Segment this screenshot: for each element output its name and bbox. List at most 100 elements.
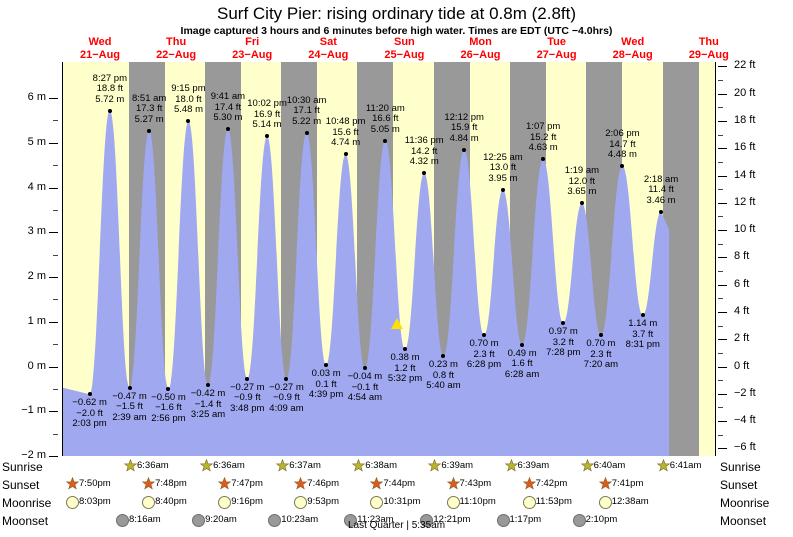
tick-minor xyxy=(718,325,723,327)
high-tide-13-line-0: 2:06 pm xyxy=(605,128,640,140)
low-tide-7-line-0: −0.04 m xyxy=(347,371,383,383)
high-tide-3: 9:41 am 17.4 ft 5.30 m xyxy=(194,92,262,124)
low-tide-1-dot xyxy=(127,385,132,390)
high-tide-5-line-2: 5.22 m xyxy=(292,115,322,127)
sunrise-time-5: 6:39am xyxy=(517,460,550,471)
low-tide-11: 0.49 m 1.6 ft 6:28 am xyxy=(488,348,556,381)
day-date: 23−Aug xyxy=(232,49,273,61)
high-tide-4-line-1: 16.9 ft xyxy=(253,108,281,120)
tick-major xyxy=(49,411,58,413)
low-tide-9-line-2: 5:40 am xyxy=(426,380,461,392)
day-of-week: Sun xyxy=(394,36,415,48)
low-tide-6-line-0: 0.03 m xyxy=(311,368,341,380)
low-tide-4: −0.27 m −0.9 ft 3:48 pm xyxy=(213,381,281,415)
day-header-2: Fri 23−Aug xyxy=(214,36,290,62)
tick-major xyxy=(718,284,727,286)
ft-tick-label-10: 2 ft xyxy=(734,332,750,345)
moonset-time-0: 8:16am xyxy=(129,514,161,525)
high-tide-7-dot xyxy=(383,138,388,143)
low-tide-5: −0.27 m −0.9 ft 4:09 am xyxy=(252,381,320,415)
high-tide-6: 10:48 pm 15.6 ft 4.74 m xyxy=(312,117,380,149)
low-tide-14: 1.14 m 3.7 ft 8:31 pm xyxy=(609,319,677,351)
day-header-8: Thu 29−Aug xyxy=(671,36,747,62)
high-tide-5-line-0: 10:30 am xyxy=(286,94,327,106)
high-tide-11-line-0: 1:07 pm xyxy=(526,121,561,133)
tick-major xyxy=(718,175,727,177)
tick-major xyxy=(718,257,727,259)
low-tide-12: 0.97 m 3.2 ft 7:28 pm xyxy=(529,326,597,359)
moonset-time-3: 11:23am xyxy=(357,514,394,525)
high-tide-0-line-2: 5.72 m xyxy=(95,93,125,105)
low-tide-6-dot xyxy=(324,363,329,368)
moonrise-icon xyxy=(218,496,232,509)
tick-major xyxy=(718,148,727,150)
day-header-1: Thu 22−Aug xyxy=(138,36,214,62)
high-tide-6-line-1: 15.6 ft xyxy=(332,126,359,138)
moonrise-icon xyxy=(370,496,384,509)
chart-subtitle: Image captured 3 hours and 6 minutes bef… xyxy=(180,25,613,37)
low-tide-13-line-0: 0.70 m xyxy=(586,338,616,350)
tick-minor xyxy=(53,299,58,301)
high-tide-10: 12:25 am 13.0 ft 3.95 m xyxy=(469,152,537,185)
astronomy-rows: Sunrise Sunset Moonrise Moonset Sunrise … xyxy=(0,458,793,537)
sunrise-star-icon xyxy=(504,458,518,472)
moonset-time-2: 10:23am xyxy=(281,514,319,525)
day-of-week: Wed xyxy=(88,36,112,48)
y-axis-meters: 6 m 5 m 4 m 3 m 2 m 1 m 0 m −1 m −2 m xyxy=(0,62,62,461)
low-tide-8-line-2: 5:32 pm xyxy=(387,373,423,385)
sunset-time-3: 7:46pm xyxy=(307,478,339,489)
tick-major xyxy=(718,366,727,368)
moonset-time-6: 2:10pm xyxy=(585,514,618,525)
high-tide-6-line-0: 10:48 pm xyxy=(325,116,366,128)
low-tide-1-line-2: 2:39 am xyxy=(112,411,147,423)
high-tide-7-line-1: 16.6 ft xyxy=(372,113,399,124)
high-tide-8-line-2: 4.32 m xyxy=(409,156,439,168)
tick-minor xyxy=(718,107,723,109)
sunset-time-1: 7:48pm xyxy=(155,478,187,489)
high-tide-1-line-0: 8:51 am xyxy=(131,92,167,104)
low-tide-3-line-1: −1.4 ft xyxy=(194,398,222,410)
sunset-star-icon xyxy=(65,476,80,490)
low-tide-7: −0.04 m −0.1 ft 4:54 am xyxy=(331,372,399,404)
tick-minor xyxy=(718,298,723,300)
high-tide-4: 10:02 pm 16.9 ft 5.14 m xyxy=(233,99,301,131)
low-tide-4-line-0: −0.27 m xyxy=(230,381,265,393)
low-tide-10: 0.70 m 2.3 ft 6:28 pm xyxy=(450,338,518,371)
tick-minor xyxy=(718,216,723,218)
tick-major xyxy=(49,232,58,234)
moonrise-time-0: 8:03pm xyxy=(79,496,111,507)
day-date: 24−Aug xyxy=(308,49,349,61)
high-tide-12-line-1: 12.0 ft xyxy=(568,175,596,187)
low-tide-10-line-1: 2.3 ft xyxy=(473,348,495,360)
day-date: 22−Aug xyxy=(156,49,197,61)
high-tide-1-line-1: 17.3 ft xyxy=(135,103,163,115)
high-tide-2-line-2: 5.48 m xyxy=(173,104,203,116)
low-tide-6-line-1: 0.1 ft xyxy=(315,378,337,390)
moonrise-label-right: Moonrise xyxy=(720,496,770,510)
high-tide-10-line-2: 3.95 m xyxy=(488,172,518,184)
low-tide-0-dot xyxy=(87,392,92,397)
high-tide-3-dot xyxy=(225,127,230,132)
high-tide-8: 11:36 pm 14.2 ft 4.32 m xyxy=(390,135,458,168)
sunset-time-7: 7:41pm xyxy=(611,478,644,489)
day-date: 28−Aug xyxy=(612,49,653,61)
day-header-7: Wed 28−Aug xyxy=(595,36,671,62)
low-tide-14-line-2: 8:31 pm xyxy=(625,339,660,351)
high-tide-1-dot xyxy=(147,128,152,133)
day-header-row: Wed 21−Aug Thu 22−Aug Fri 23−Aug Sat 24−Aug Sun 2… xyxy=(80,36,752,66)
m-tick-label-3: 3 m xyxy=(27,225,46,238)
high-tide-0: 8:27 pm 18.8 ft 5.72 m xyxy=(76,73,144,106)
tide-plot-area[interactable]: 8:27 pm 18.8 ft 5.72 m 8:51 am 17.3 ft 5.27 m… xyxy=(62,62,716,456)
low-tide-5-line-0: −0.27 m xyxy=(269,381,304,393)
moonrise-icon xyxy=(446,496,460,509)
m-tick-label-7: −1 m xyxy=(21,404,46,417)
ft-tick-label-7: 8 ft xyxy=(734,250,750,263)
sunset-star-icon xyxy=(294,476,308,490)
sunset-label-right: Sunset xyxy=(720,478,758,492)
day-date: 26−Aug xyxy=(460,49,501,61)
tick-major xyxy=(49,366,58,368)
sunrise-star-icon xyxy=(123,458,138,472)
sunrise-time-1: 6:36am xyxy=(213,460,245,471)
moonrise-time-3: 9:53pm xyxy=(307,496,339,507)
high-tide-11-line-2: 4.63 m xyxy=(528,142,558,154)
